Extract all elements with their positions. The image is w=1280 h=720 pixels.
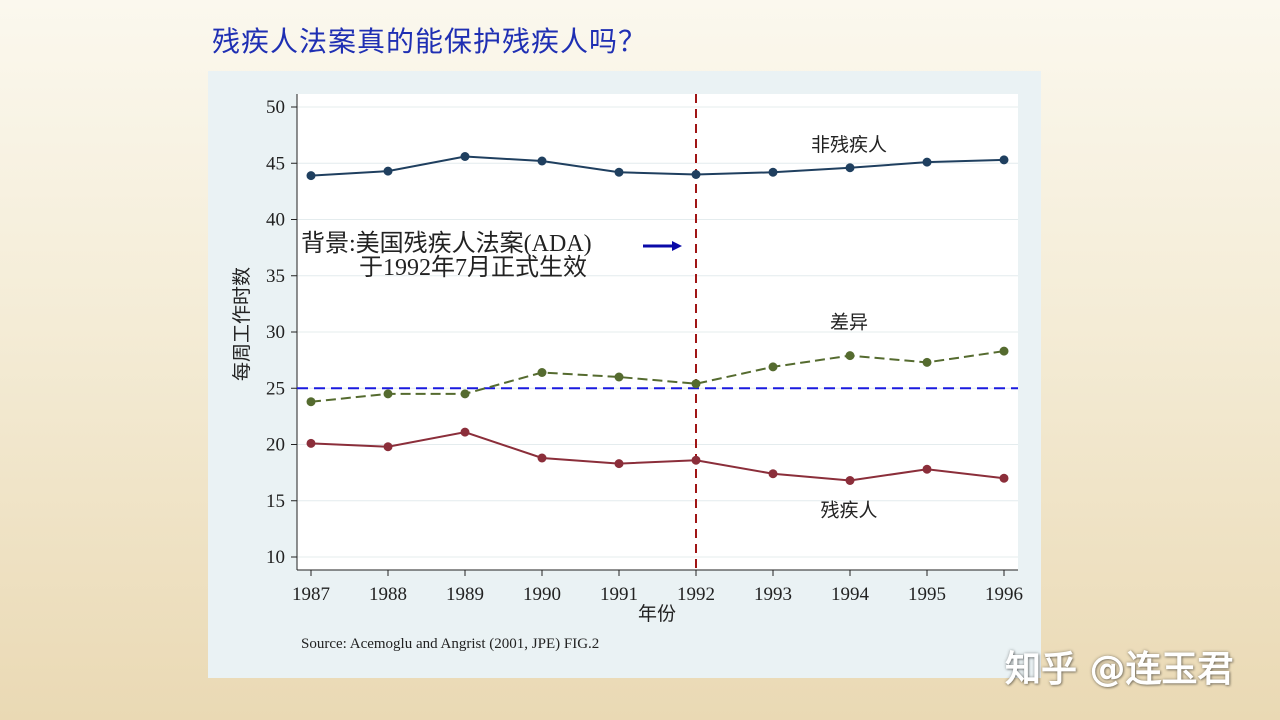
line-chart: 10 15 20 25 30 35 40 45 50 1987 1988 1989 1990 1991 19… bbox=[231, 94, 1023, 652]
x-tick-label-1990: 1990 bbox=[523, 584, 561, 605]
x-tick-label-1995: 1995 bbox=[908, 584, 946, 605]
data-point-2-1990 bbox=[537, 453, 547, 463]
chart-panel: 10 15 20 25 30 35 40 45 50 1987 1988 1989 1990 1991 19… bbox=[208, 71, 1041, 678]
x-tick-label-1988: 1988 bbox=[369, 584, 407, 605]
data-point-1-1989 bbox=[460, 389, 470, 399]
y-tick-label-35: 35 bbox=[266, 266, 285, 287]
data-point-2-1988 bbox=[383, 442, 393, 452]
series-label-1: 差异 bbox=[830, 312, 868, 334]
data-point-1-1990 bbox=[537, 368, 547, 377]
data-point-1-1991 bbox=[614, 372, 624, 382]
data-point-2-1989 bbox=[460, 427, 470, 437]
data-point-0-1994 bbox=[845, 163, 855, 173]
x-tick-label-1996: 1996 bbox=[985, 584, 1023, 605]
watermark: 知乎 @连玉君 bbox=[1005, 649, 1234, 690]
data-point-1-1996 bbox=[999, 346, 1009, 356]
y-tick-label-15: 15 bbox=[266, 491, 285, 512]
data-point-1-1995 bbox=[922, 357, 932, 367]
data-point-2-1991 bbox=[614, 459, 624, 469]
y-tick-label-45: 45 bbox=[266, 153, 285, 174]
series-label-2: 残疾人 bbox=[820, 500, 877, 522]
x-tick-label-1991: 1991 bbox=[600, 584, 638, 605]
slide-title: 残疾人法案真的能保护残疾人吗？ bbox=[212, 25, 648, 58]
x-axis-title: 年份 bbox=[638, 603, 676, 625]
annotation-line-1: 背景:美国残疾人法案(ADA) bbox=[301, 230, 592, 257]
source-note: Source: Acemoglu and Angrist (2001, JPE)… bbox=[301, 636, 599, 652]
data-point-2-1987 bbox=[306, 438, 316, 448]
data-point-1-1988 bbox=[383, 389, 393, 399]
series-label-0: 非残疾人 bbox=[811, 134, 887, 156]
data-point-0-1990 bbox=[537, 156, 547, 166]
annotation-line-2: 于1992年7月正式生效 bbox=[359, 254, 587, 281]
y-tick-label-50: 50 bbox=[266, 97, 285, 118]
data-point-0-1991 bbox=[614, 167, 624, 177]
data-point-0-1988 bbox=[383, 166, 393, 176]
y-tick-label-20: 20 bbox=[266, 435, 285, 456]
data-point-2-1993 bbox=[768, 469, 778, 479]
data-point-0-1992 bbox=[691, 170, 701, 179]
data-point-1-1992 bbox=[691, 379, 701, 389]
data-point-2-1994 bbox=[845, 476, 855, 485]
data-point-1-1994 bbox=[845, 351, 855, 361]
series-line-2 bbox=[310, 431, 1005, 482]
data-point-2-1995 bbox=[922, 464, 932, 474]
series-line-1 bbox=[310, 350, 1005, 403]
data-point-0-1996 bbox=[999, 155, 1009, 165]
data-point-1-1993 bbox=[768, 362, 778, 372]
x-tick-label-1987: 1987 bbox=[292, 584, 330, 605]
y-tick-label-30: 30 bbox=[266, 322, 285, 343]
data-point-0-1995 bbox=[922, 157, 932, 167]
y-tick-label-40: 40 bbox=[266, 210, 285, 231]
data-point-0-1989 bbox=[460, 152, 470, 161]
series-layer bbox=[306, 152, 1009, 485]
x-tick-label-1993: 1993 bbox=[754, 584, 792, 605]
data-point-2-1992 bbox=[691, 455, 701, 465]
x-tick-label-1992: 1992 bbox=[677, 584, 715, 605]
data-point-0-1987 bbox=[306, 171, 316, 181]
series-line-0 bbox=[310, 155, 1005, 177]
y-tick-label-10: 10 bbox=[266, 547, 285, 568]
data-point-2-1996 bbox=[999, 473, 1009, 483]
y-tick-label-25: 25 bbox=[266, 378, 285, 399]
x-tick-label-1994: 1994 bbox=[831, 584, 870, 605]
axes: 10 15 20 25 30 35 40 45 50 1987 1988 1989 1990 1991 19… bbox=[266, 94, 1023, 605]
x-tick-label-1989: 1989 bbox=[446, 584, 484, 605]
y-axis-title: 每周工作时数 bbox=[231, 267, 253, 381]
data-point-0-1993 bbox=[768, 167, 778, 177]
annotation-arrow bbox=[643, 241, 682, 251]
data-point-1-1987 bbox=[306, 397, 316, 407]
